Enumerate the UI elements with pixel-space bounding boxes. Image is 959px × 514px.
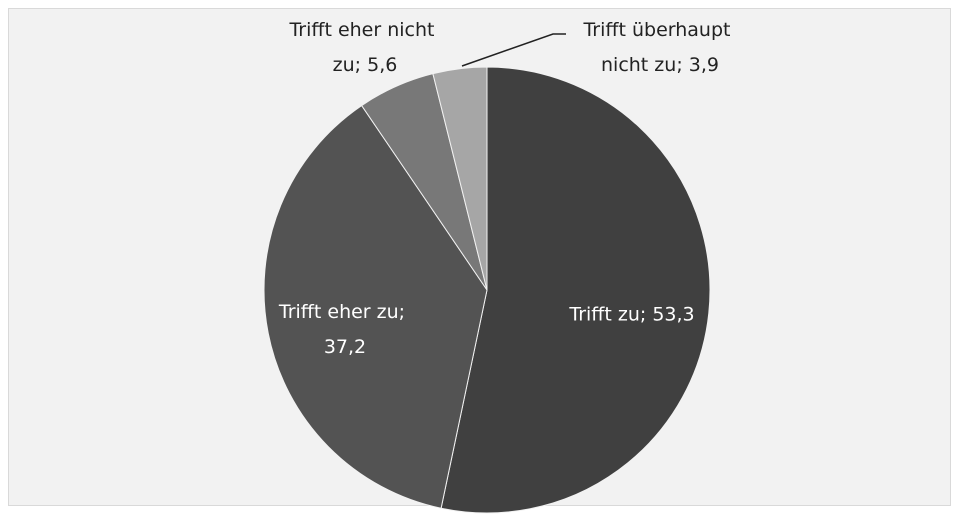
pie-slice [440, 66, 711, 514]
label-line: zu; 5,6 [333, 54, 398, 76]
label-line: Trifft eher zu; [278, 301, 411, 323]
leader-line [461, 33, 566, 67]
data-label: Trifft überhaupt nicht zu; 3,9 [582, 19, 736, 76]
label-line: Trifft überhaupt [582, 19, 736, 41]
label-line: nicht zu; 3,9 [601, 54, 719, 76]
data-label: Trifft eher zu; 37,2 [278, 301, 411, 358]
pie-slice [263, 104, 488, 509]
data-label: Trifft eher nicht zu; 5,6 [288, 19, 440, 76]
pie-slice [432, 66, 488, 291]
label-line: Trifft eher nicht [288, 19, 440, 41]
data-label: Trifft zu; 53,3 [568, 304, 694, 326]
label-line: 37,2 [324, 336, 366, 358]
